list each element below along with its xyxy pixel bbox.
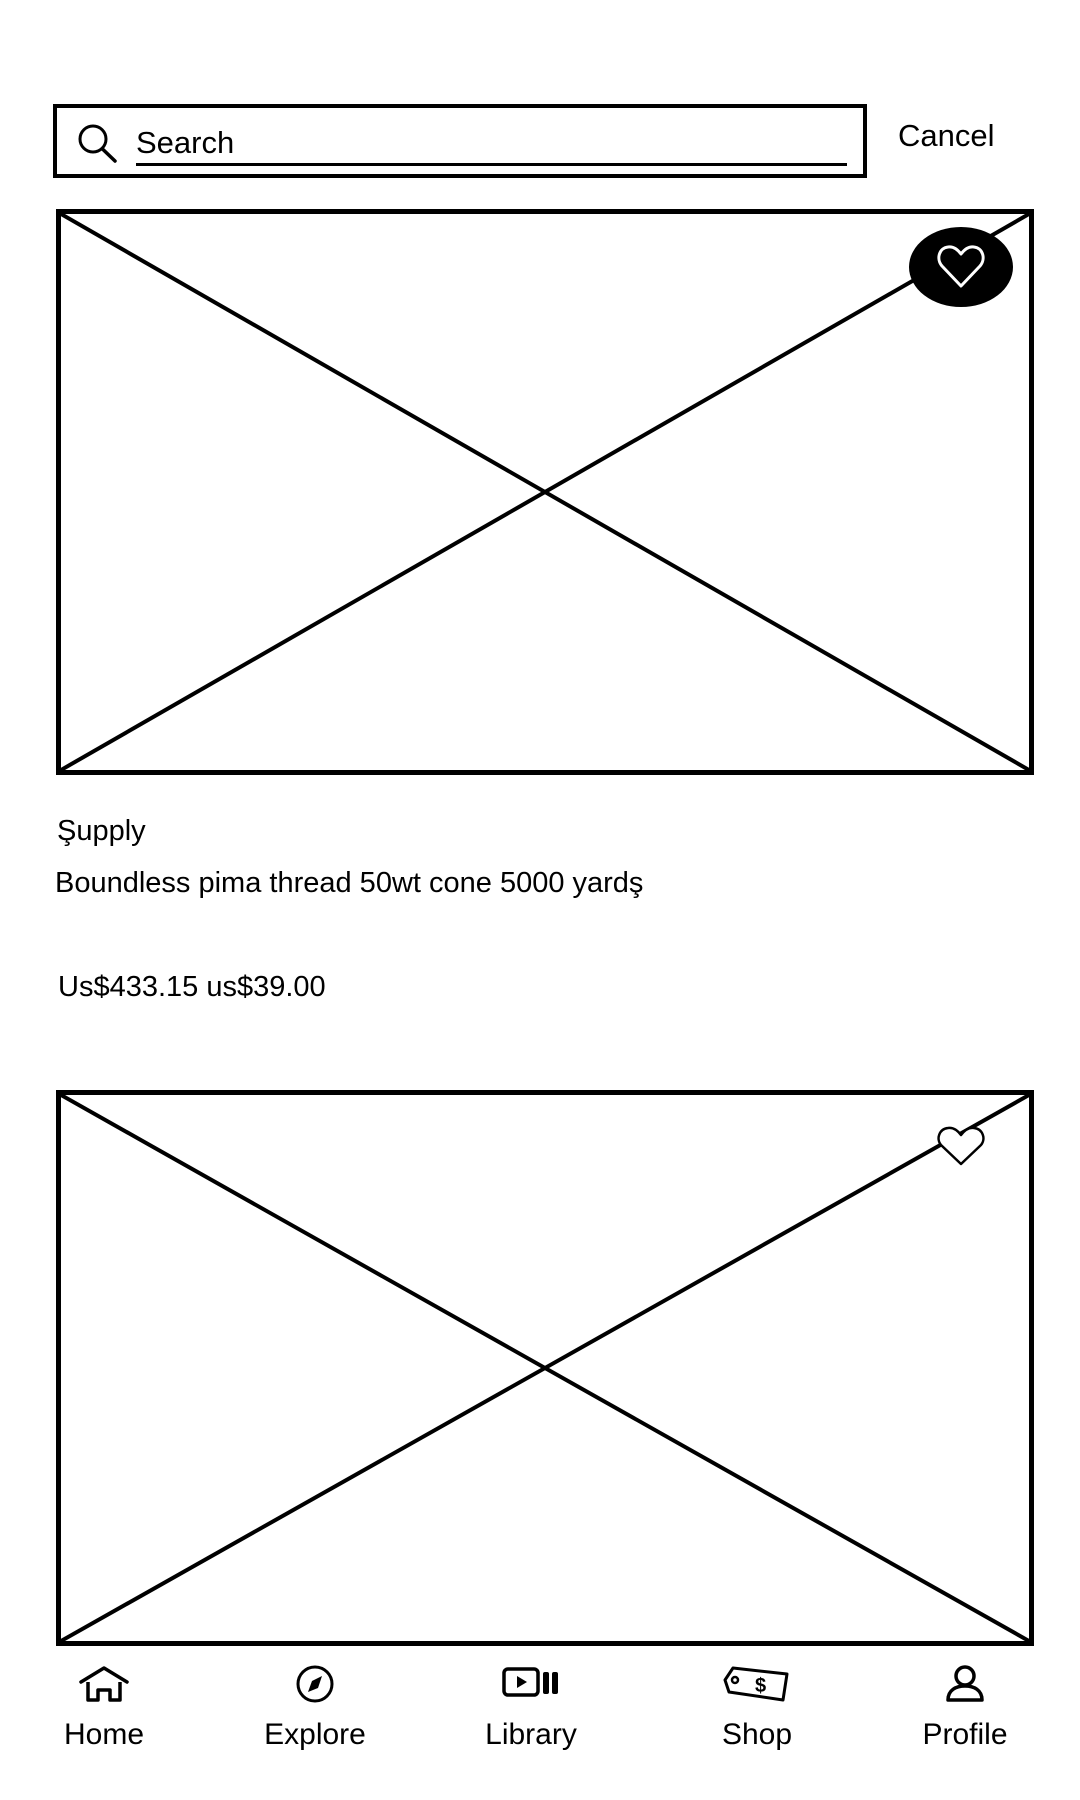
product-brand: Şupply [57,815,146,847]
favorite-button[interactable] [933,1124,989,1168]
search-bar [53,104,867,178]
nav-label: Profile [922,1718,1008,1751]
nav-label: Explore [264,1718,366,1751]
nav-label: Library [485,1718,577,1751]
search-icon [75,122,119,166]
nav-label: Shop [721,1718,793,1751]
profile-icon [941,1664,989,1707]
svg-text:$: $ [755,1675,766,1697]
nav-profile[interactable]: Profile [906,1664,1024,1764]
favorite-button[interactable] [909,227,1013,307]
heart-icon [937,245,985,288]
nav-explore[interactable]: Explore [248,1664,382,1764]
nav-shop[interactable]: $ Shop [707,1664,807,1764]
nav-label: Home [63,1718,145,1751]
heart-icon [937,1126,985,1166]
price-tag-icon: $ [723,1664,791,1707]
product-title[interactable]: Boundless pima thread 50wt cone 5000 yar… [55,867,644,899]
library-icon [502,1664,560,1703]
cancel-button[interactable]: Cancel [898,118,995,153]
product-image-placeholder[interactable] [56,1090,1034,1646]
compass-icon [291,1664,339,1707]
search-input[interactable] [136,120,847,166]
nav-home[interactable]: Home [48,1664,160,1764]
product-price: Us$433.15 us$39.00 [58,971,326,1003]
home-icon [76,1664,132,1707]
product-image-placeholder[interactable] [56,209,1034,775]
nav-library[interactable]: Library [470,1664,592,1764]
